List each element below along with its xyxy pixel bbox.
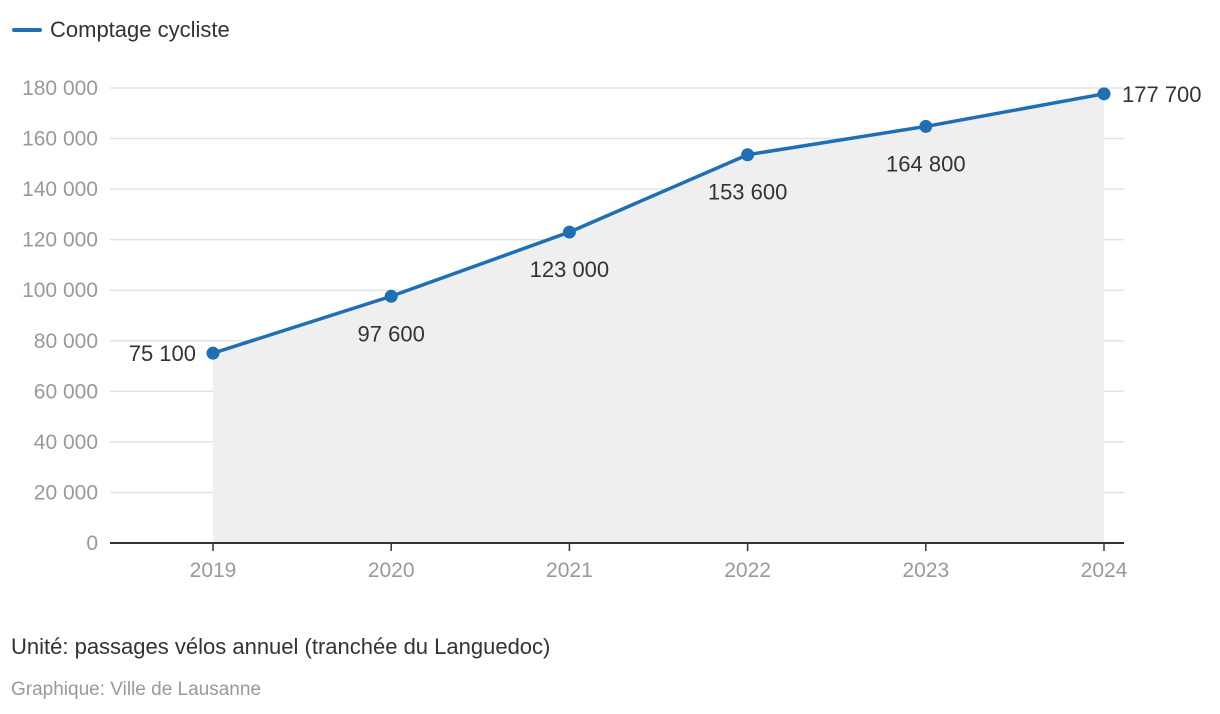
y-tick-label: 40 000 [34, 431, 98, 454]
y-tick-label: 180 000 [22, 77, 98, 100]
data-label: 75 100 [129, 341, 196, 366]
axes [110, 542, 1124, 551]
unit-note: Unité: passages vélos annuel (tranchée d… [11, 634, 551, 659]
x-tick-label: 2023 [902, 559, 949, 582]
x-tick-label: 2021 [546, 559, 593, 582]
data-point [562, 225, 576, 239]
series-line-path [211, 92, 1106, 355]
data-label: 97 600 [358, 321, 425, 346]
data-label: 164 800 [886, 151, 966, 176]
y-tick-label: 20 000 [34, 481, 98, 504]
y-tick-label: 80 000 [34, 330, 98, 353]
data-labels: 75 100 97 600 123 000 153 600 164 800 177 700 [129, 82, 1202, 366]
data-point [1097, 87, 1111, 101]
line-chart: 0 20 000 40 000 60 000 80 000 100 000 120 000 1… [22, 77, 1202, 582]
data-point [919, 119, 933, 133]
y-tick-label: 140 000 [22, 178, 98, 201]
x-tick-label: 2019 [190, 559, 237, 582]
source-note: Graphique: Ville de Lausanne [11, 679, 262, 700]
data-label: 123 000 [530, 257, 610, 282]
x-tick-label: 2024 [1081, 559, 1128, 582]
y-tick-label: 160 000 [22, 128, 98, 151]
data-point [384, 289, 398, 303]
x-tick-labels: 2019 2020 2021 2022 2023 2024 [190, 559, 1128, 582]
legend-swatch [12, 28, 42, 32]
y-tick-label: 100 000 [22, 279, 98, 302]
series-line [211, 92, 1106, 355]
y-tick-label: 120 000 [22, 229, 98, 252]
legend-label: Comptage cycliste [50, 17, 230, 42]
y-tick-label: 0 [86, 532, 98, 555]
y-tick-labels: 0 20 000 40 000 60 000 80 000 100 000 120 000 1… [22, 77, 98, 555]
data-label: 153 600 [708, 180, 788, 205]
data-points [206, 87, 1111, 360]
data-label: 177 700 [1122, 82, 1202, 107]
x-tick-label: 2022 [724, 559, 771, 582]
data-point [741, 148, 755, 162]
x-tick-label: 2020 [368, 559, 415, 582]
area-under-line [213, 93, 1104, 543]
y-tick-label: 60 000 [34, 380, 98, 403]
area-fill [213, 93, 1104, 543]
legend: Comptage cycliste [12, 14, 230, 46]
data-point [206, 346, 220, 360]
